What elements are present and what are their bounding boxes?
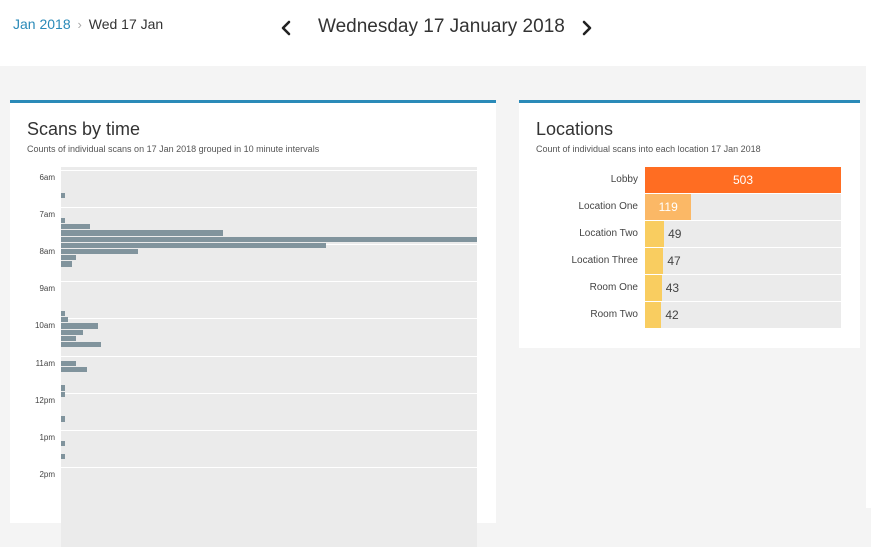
location-bar[interactable] bbox=[645, 248, 664, 274]
location-track: 42 bbox=[645, 302, 841, 328]
time-bar[interactable] bbox=[61, 261, 73, 267]
location-label: Lobby bbox=[610, 174, 638, 185]
location-bar[interactable] bbox=[645, 302, 662, 328]
time-bar[interactable] bbox=[61, 230, 223, 236]
time-bar[interactable] bbox=[61, 391, 65, 397]
time-bar[interactable] bbox=[61, 249, 139, 255]
time-bar[interactable] bbox=[61, 335, 76, 342]
time-bar[interactable] bbox=[61, 342, 102, 348]
location-row[interactable]: Location Two 49 bbox=[519, 221, 860, 247]
time-bar[interactable] bbox=[61, 441, 65, 447]
time-tick-label: 7am bbox=[39, 209, 55, 219]
location-track: 43 bbox=[645, 275, 841, 301]
scans-card-title: Scans by time bbox=[27, 119, 141, 139]
location-bar[interactable] bbox=[645, 275, 662, 301]
time-gridline bbox=[61, 430, 477, 431]
breadcrumb-current-day: Wed 17 Jan bbox=[88, 16, 164, 32]
time-gridline bbox=[61, 169, 477, 171]
time-gridline bbox=[61, 281, 477, 283]
time-tick-label: 2pm bbox=[39, 470, 55, 480]
location-value: 43 bbox=[665, 281, 680, 295]
chevron-right-icon bbox=[582, 20, 592, 36]
time-bar[interactable] bbox=[61, 385, 65, 391]
time-tick-label: 6am bbox=[39, 172, 55, 182]
chevron-left-icon bbox=[281, 20, 291, 36]
time-gridline bbox=[61, 467, 477, 469]
location-track: 49 bbox=[645, 221, 841, 247]
locations-chart: Lobby 503 Location One 119 Location Two 49 Loc… bbox=[519, 167, 860, 337]
time-bar[interactable] bbox=[61, 255, 76, 261]
time-bar[interactable] bbox=[61, 236, 477, 242]
time-gridline bbox=[61, 206, 477, 208]
time-bar[interactable] bbox=[61, 366, 87, 373]
location-value: 49 bbox=[668, 227, 682, 241]
location-label: Location Two bbox=[579, 228, 638, 239]
time-tick-label: 9am bbox=[39, 284, 55, 294]
location-label: Location Three bbox=[571, 255, 638, 266]
location-row[interactable]: Location Three 47 bbox=[519, 248, 860, 274]
location-value: 503 bbox=[732, 173, 754, 187]
page-title: Wednesday 17 January 2018 bbox=[318, 16, 565, 37]
location-track: 47 bbox=[645, 248, 841, 274]
time-bar[interactable] bbox=[61, 317, 69, 323]
location-value: 47 bbox=[667, 254, 681, 268]
time-tick-label: 12pm bbox=[34, 395, 55, 405]
previous-day-button[interactable] bbox=[279, 18, 295, 38]
breadcrumb-separator: › bbox=[77, 17, 82, 32]
scans-by-time-card: Scans by time Counts of individual scans… bbox=[10, 100, 496, 547]
top-bar: Jan 2018 › Wed 17 Jan Wednesday 17 Janua… bbox=[0, 0, 871, 66]
location-bar[interactable] bbox=[645, 221, 665, 247]
time-bar[interactable] bbox=[61, 242, 327, 249]
time-bar[interactable] bbox=[61, 224, 91, 230]
time-bar[interactable] bbox=[61, 453, 65, 459]
time-bar[interactable] bbox=[61, 218, 65, 224]
location-track: 119 bbox=[645, 194, 841, 220]
time-tick-label: 1pm bbox=[39, 433, 55, 442]
location-label: Room One bbox=[589, 282, 638, 293]
time-tick-label: 11am bbox=[35, 358, 55, 368]
scans-plot-area bbox=[61, 167, 477, 547]
location-row[interactable]: Room One 43 bbox=[519, 275, 860, 301]
locations-card-title: Locations bbox=[536, 119, 614, 139]
time-gridline bbox=[61, 392, 477, 394]
time-bar[interactable] bbox=[61, 323, 98, 329]
time-gridline bbox=[61, 355, 477, 357]
location-value: 42 bbox=[665, 308, 679, 322]
time-bar[interactable] bbox=[61, 193, 65, 199]
breadcrumb-month-link[interactable]: Jan 2018 bbox=[13, 16, 71, 32]
time-tick-label: 8am bbox=[39, 247, 55, 256]
time-bar[interactable] bbox=[61, 329, 84, 335]
locations-card: Locations Count of individual scans into… bbox=[519, 100, 860, 348]
breadcrumb: Jan 2018 › Wed 17 Jan bbox=[13, 16, 163, 32]
location-row[interactable]: Location One 119 bbox=[519, 194, 860, 220]
location-bar[interactable] bbox=[645, 167, 841, 193]
location-row[interactable]: Lobby 503 bbox=[519, 167, 860, 193]
time-bar[interactable] bbox=[61, 416, 65, 422]
time-gridline bbox=[61, 318, 477, 320]
location-value: 119 bbox=[658, 200, 678, 214]
time-bar[interactable] bbox=[61, 360, 76, 366]
locations-card-subtitle: Count of individual scans into each loca… bbox=[536, 144, 761, 154]
scans-card-subtitle: Counts of individual scans on 17 Jan 201… bbox=[27, 144, 320, 154]
location-track: 503 bbox=[645, 167, 841, 193]
location-row[interactable]: Room Two 42 bbox=[519, 302, 860, 328]
next-day-button[interactable] bbox=[578, 18, 594, 38]
location-bar[interactable] bbox=[645, 194, 692, 220]
location-label: Location One bbox=[578, 201, 639, 212]
scans-by-time-chart: 6am 7am 8am 9am 10am 11am 12pm 1pm 2pm bbox=[23, 167, 487, 547]
time-tick-label: 10am bbox=[34, 321, 55, 331]
page-edge bbox=[866, 66, 871, 508]
time-bar[interactable] bbox=[61, 311, 65, 317]
location-label: Room Two bbox=[590, 309, 638, 320]
